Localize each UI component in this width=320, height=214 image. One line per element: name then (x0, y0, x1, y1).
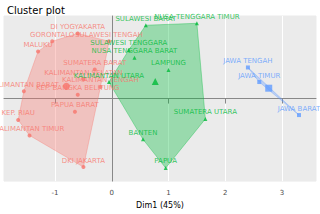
svg-text:Dim1 (45%): Dim1 (45%) (136, 201, 184, 210)
svg-text:-1: -1 (52, 189, 59, 197)
svg-text:3: 3 (280, 189, 284, 197)
svg-text:SULAWESI BARAT: SULAWESI BARAT (115, 14, 177, 23)
svg-text:0: 0 (110, 189, 114, 197)
svg-text:GORONTALO: GORONTALO (30, 31, 75, 39)
svg-text:KEP. RIAU: KEP. RIAU (1, 109, 34, 117)
svg-text:SUMATERA UTARA: SUMATERA UTARA (174, 108, 237, 116)
svg-text:NUSA TENGGARA TIMUR: NUSA TENGGARA TIMUR (154, 13, 240, 21)
svg-text:SULAWESI TENGAH: SULAWESI TENGAH (75, 31, 143, 39)
svg-text:NUSA TENGGARA BARAT: NUSA TENGGARA BARAT (92, 47, 179, 55)
svg-text:KEP. BANGKA BELITUNG: KEP. BANGKA BELITUNG (36, 84, 120, 92)
svg-text:BANTEN: BANTEN (129, 129, 158, 137)
svg-text:PAPUA: PAPUA (154, 157, 177, 165)
svg-text:SUMATERA BARAT: SUMATERA BARAT (63, 59, 127, 67)
svg-text:JAWA BARAT: JAWA BARAT (277, 105, 320, 113)
svg-text:1: 1 (166, 189, 170, 197)
svg-text:Cluster plot: Cluster plot (7, 5, 65, 16)
svg-text:PAPUA BARAT: PAPUA BARAT (51, 101, 99, 109)
svg-text:LAMPUNG: LAMPUNG (151, 59, 186, 67)
svg-text:KALIMANTAN TIMUR: KALIMANTAN TIMUR (0, 125, 64, 133)
svg-text:DKI JAKARTA: DKI JAKARTA (62, 157, 105, 165)
svg-text:JAWA TIMUR: JAWA TIMUR (237, 72, 280, 80)
svg-text:JAWA TENGAH: JAWA TENGAH (222, 57, 272, 65)
svg-text:MALUKU: MALUKU (24, 41, 53, 49)
svg-text:KALIMANTAN TENGAH: KALIMANTAN TENGAH (62, 76, 139, 85)
svg-text:SULAWESI TENGGARA: SULAWESI TENGGARA (90, 39, 168, 48)
svg-text:2: 2 (223, 189, 227, 197)
svg-text:DI YOGYAKARTA: DI YOGYAKARTA (50, 23, 106, 31)
svg-text:KALIMANTAN UTARA: KALIMANTAN UTARA (74, 72, 144, 80)
